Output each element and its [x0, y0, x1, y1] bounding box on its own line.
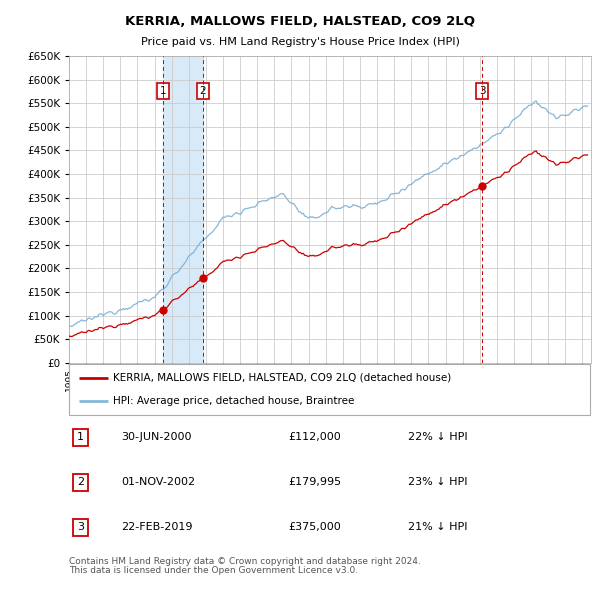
Bar	[163, 56, 203, 363]
Text: 01-NOV-2002: 01-NOV-2002	[121, 477, 196, 487]
FancyBboxPatch shape	[69, 364, 590, 415]
Text: 3: 3	[77, 523, 84, 532]
Text: 30-JUN-2000: 30-JUN-2000	[121, 432, 192, 442]
Text: 21% ↓ HPI: 21% ↓ HPI	[409, 523, 468, 532]
Text: Contains HM Land Registry data © Crown copyright and database right 2024.: Contains HM Land Registry data © Crown c…	[69, 558, 421, 566]
Text: £179,995: £179,995	[288, 477, 341, 487]
Text: 1: 1	[77, 432, 84, 442]
Text: HPI: Average price, detached house, Braintree: HPI: Average price, detached house, Brai…	[113, 396, 355, 406]
Text: 2: 2	[200, 86, 206, 96]
Text: 23% ↓ HPI: 23% ↓ HPI	[409, 477, 468, 487]
Text: 2: 2	[77, 477, 84, 487]
Text: £375,000: £375,000	[288, 523, 341, 532]
Text: 1: 1	[160, 86, 166, 96]
Text: KERRIA, MALLOWS FIELD, HALSTEAD, CO9 2LQ: KERRIA, MALLOWS FIELD, HALSTEAD, CO9 2LQ	[125, 15, 475, 28]
Text: 3: 3	[479, 86, 485, 96]
Text: 22-FEB-2019: 22-FEB-2019	[121, 523, 193, 532]
Text: This data is licensed under the Open Government Licence v3.0.: This data is licensed under the Open Gov…	[69, 566, 358, 575]
Text: 22% ↓ HPI: 22% ↓ HPI	[409, 432, 468, 442]
Text: Price paid vs. HM Land Registry's House Price Index (HPI): Price paid vs. HM Land Registry's House …	[140, 37, 460, 47]
Text: KERRIA, MALLOWS FIELD, HALSTEAD, CO9 2LQ (detached house): KERRIA, MALLOWS FIELD, HALSTEAD, CO9 2LQ…	[113, 373, 452, 383]
Text: £112,000: £112,000	[288, 432, 341, 442]
